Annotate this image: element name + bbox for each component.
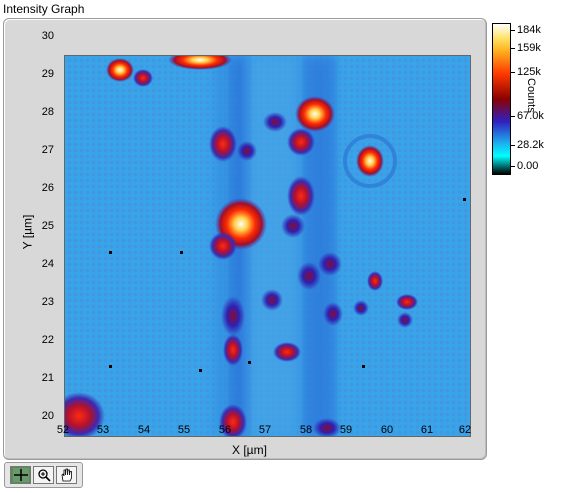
colorbar-label: Counts <box>525 78 537 113</box>
x-tick: 60 <box>380 424 394 436</box>
x-tick: 56 <box>218 424 232 436</box>
x-tick: 58 <box>299 424 313 436</box>
x-tick: 62 <box>458 424 472 436</box>
plot-area[interactable] <box>64 55 471 437</box>
colorbar-tick: 125k <box>510 66 541 78</box>
colorbar-tick[interactable]: 0.00 <box>510 160 538 172</box>
y-tick: 28 <box>41 106 54 118</box>
colorbar-tick[interactable]: 184k <box>510 24 541 36</box>
x-tick: 59 <box>339 424 353 436</box>
y-axis-label: Y [µm] <box>20 214 35 250</box>
graph-frame <box>3 18 487 460</box>
y-tick: 26 <box>41 182 54 194</box>
y-tick: 24 <box>41 258 54 270</box>
x-tick: 54 <box>137 424 151 436</box>
colorbar-tick: 159k <box>510 42 541 54</box>
y-tick: 30 <box>41 30 54 42</box>
colorbar-tick: 67.0k <box>510 110 544 122</box>
x-tick: 55 <box>177 424 191 436</box>
cursor-move-icon[interactable] <box>10 466 31 484</box>
y-tick: 22 <box>41 334 54 346</box>
x-tick: 61 <box>420 424 434 436</box>
colorbar[interactable] <box>492 23 511 175</box>
y-tick: 23 <box>41 296 54 308</box>
x-tick: 57 <box>258 424 272 436</box>
y-tick: 20 <box>41 410 54 422</box>
y-tick: 21 <box>41 372 54 384</box>
y-tick: 25 <box>41 220 54 232</box>
y-tick: 27 <box>41 144 54 156</box>
pan-hand-icon[interactable] <box>56 466 77 484</box>
x-axis-label: X [µm] <box>232 443 267 457</box>
colorbar-tick: 28.2k <box>510 139 544 151</box>
intensity-image <box>65 56 470 436</box>
x-tick: 52 <box>56 424 70 436</box>
x-tick: 53 <box>96 424 110 436</box>
zoom-icon[interactable] <box>33 466 54 484</box>
graph-palette <box>4 462 83 488</box>
y-tick: 29 <box>41 68 54 80</box>
graph-title: Intensity Graph <box>3 2 85 16</box>
